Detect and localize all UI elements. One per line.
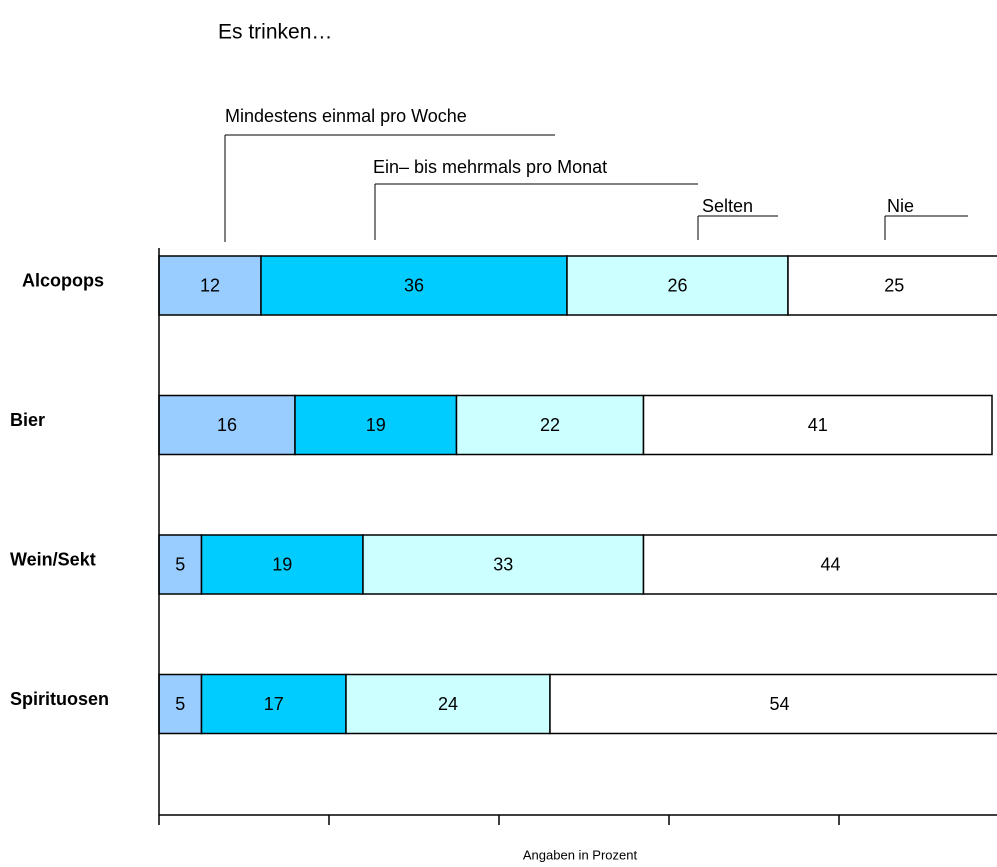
value-label: 22: [540, 415, 560, 435]
category-label: Bier: [10, 410, 45, 430]
legend-label: Nie: [887, 196, 914, 216]
bar-segment: [642, 394, 993, 456]
value-label: 24: [438, 694, 458, 714]
bar-segment: [642, 534, 997, 595]
value-label: 12: [200, 275, 220, 295]
bar-segment: [158, 255, 262, 316]
value-label: 33: [493, 554, 513, 574]
category-label: Spirituosen: [10, 689, 109, 709]
bar-segment: [260, 255, 568, 316]
bar-segment: [200, 534, 364, 595]
x-axis-label: Angaben in Prozent: [523, 847, 638, 862]
category-label: Alcopops: [22, 270, 104, 290]
chart-title: Es trinken…: [218, 21, 332, 44]
value-label: 19: [366, 415, 386, 435]
value-label: 44: [820, 554, 840, 574]
bar-segment: [455, 394, 645, 456]
value-label: 54: [769, 694, 789, 714]
bar-segment: [787, 255, 997, 316]
bar-segment: [566, 255, 789, 316]
value-label: 16: [217, 415, 237, 435]
value-label: 5: [175, 554, 185, 574]
value-label: 36: [404, 275, 424, 295]
bar-segment: [294, 394, 458, 456]
value-label: 19: [272, 554, 292, 574]
value-label: 26: [667, 275, 687, 295]
value-label: 25: [884, 275, 904, 295]
legend-label: Mindestens einmal pro Woche: [225, 106, 467, 126]
legend-label: Ein– bis mehrmals pro Monat: [373, 157, 607, 177]
value-label: 5: [175, 694, 185, 714]
bar-segment: [362, 534, 645, 595]
value-label: 41: [808, 415, 828, 435]
bar-segment: [200, 673, 347, 735]
category-label: Wein/Sekt: [10, 549, 96, 569]
value-label: 17: [264, 694, 284, 714]
legend-label: Selten: [702, 196, 753, 216]
bar-segment: [345, 673, 551, 735]
bar-segment: [158, 673, 203, 735]
bar-segment: [549, 673, 997, 735]
